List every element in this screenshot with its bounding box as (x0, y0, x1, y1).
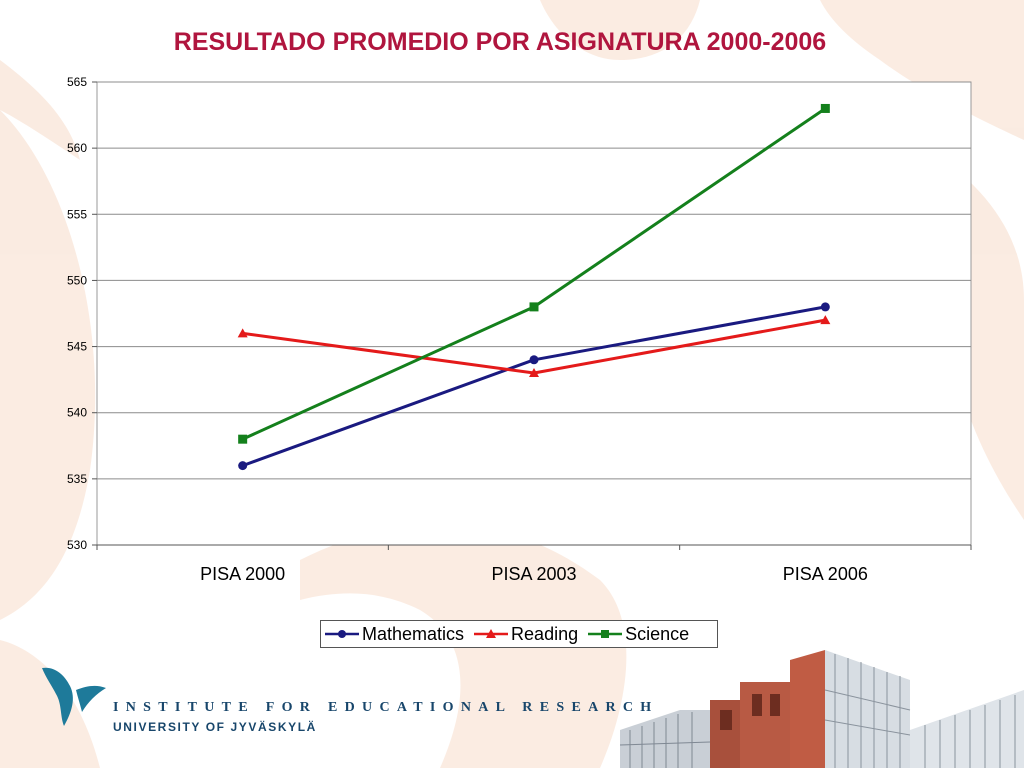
legend-label-reading: Reading (511, 623, 579, 644)
x-tick-label: PISA 2000 (200, 564, 285, 584)
y-axis-tick-labels: 530 535 540 545 550 555 560 565 (67, 75, 87, 552)
legend-item-science: Science (588, 624, 689, 645)
y-tick-label: 565 (67, 75, 87, 89)
gridlines (92, 81, 972, 550)
x-tick-label: PISA 2006 (783, 564, 868, 584)
plot-area (96, 81, 972, 546)
legend-label-science: Science (625, 623, 690, 644)
legend-item-mathematics: Mathematics (325, 624, 464, 645)
legend-marker-reading (474, 629, 509, 638)
legend-marker-science (588, 630, 623, 638)
institute-logo-icon (42, 667, 106, 726)
data-point-mathematics (529, 355, 539, 365)
y-tick-label: 535 (67, 472, 87, 486)
x-tick-label: PISA 2003 (491, 564, 576, 584)
legend-label-mathematics: Mathematics (362, 623, 465, 644)
institute-name: INSTITUTE FOR EDUCATIONAL RESEARCH (113, 700, 659, 715)
y-tick-label: 530 (67, 538, 87, 552)
data-point-mathematics (820, 302, 830, 312)
data-point-science (820, 103, 830, 113)
y-tick-label: 545 (67, 340, 87, 354)
data-point-reading (237, 328, 248, 338)
university-name: UNIVERSITY OF JYVÄSKYLÄ (113, 720, 317, 734)
chart-legend: Mathematics Reading Science (320, 620, 718, 648)
legend-item-reading: Reading (474, 624, 578, 645)
page-title: RESULTADO PROMEDIO POR ASIGNATURA 2000-2… (173, 28, 827, 56)
data-point-science (529, 302, 539, 312)
data-point-reading (529, 368, 539, 378)
data-point-science (238, 434, 248, 444)
data-point-mathematics (238, 461, 248, 471)
y-tick-label: 560 (67, 141, 87, 155)
building-photo (620, 650, 1024, 768)
x-axis-tick-labels: PISA 2000 PISA 2003 PISA 2006 (200, 564, 868, 584)
y-tick-label: 555 (67, 207, 87, 221)
series-lines (237, 103, 831, 471)
legend-marker-mathematics (325, 630, 359, 638)
data-point-reading (820, 315, 831, 325)
y-tick-label: 540 (67, 406, 87, 420)
y-tick-label: 550 (67, 273, 87, 287)
